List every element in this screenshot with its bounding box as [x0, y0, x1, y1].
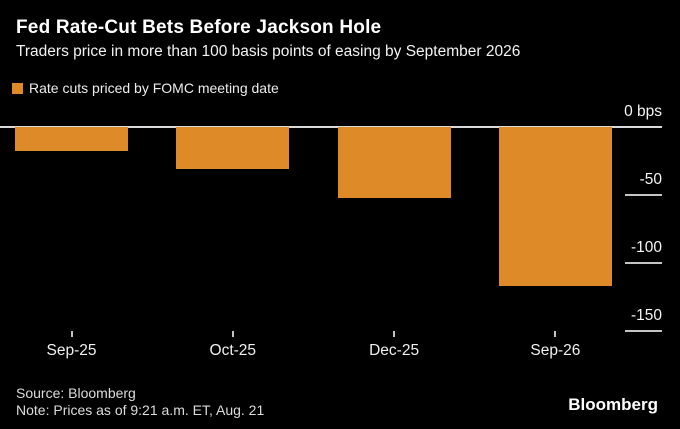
bar-oct-25 — [176, 127, 290, 169]
footer-source: Source: Bloomberg — [16, 385, 136, 401]
legend-label: Rate cuts priced by FOMC meeting date — [29, 80, 279, 96]
x-axis-tick — [70, 331, 73, 337]
x-axis-label-dec-25: Dec-25 — [369, 342, 420, 359]
y-axis-zero-line — [0, 126, 662, 128]
x-axis-tick — [393, 331, 396, 337]
x-axis-tick — [231, 331, 234, 337]
chart-title: Fed Rate-Cut Bets Before Jackson Hole — [16, 17, 382, 38]
y-axis-tick-label: -100 — [630, 239, 662, 256]
bloomberg-logo: Bloomberg — [568, 395, 658, 414]
bar-dec-25 — [337, 127, 451, 198]
footer-note: Note: Prices as of 9:21 a.m. ET, Aug. 21 — [16, 402, 265, 418]
y-axis-tick-line — [625, 194, 662, 196]
chart-subtitle: Traders price in more than 100 basis poi… — [16, 43, 521, 60]
x-axis-label-oct-25: Oct-25 — [209, 342, 257, 359]
bar-sep-25 — [15, 127, 128, 151]
y-axis-tick-line — [625, 330, 662, 332]
y-axis-tick-label: -50 — [639, 171, 662, 188]
bar-sep-26 — [498, 127, 612, 286]
y-axis-tick-line — [625, 262, 662, 264]
x-axis-label-sep-26: Sep-26 — [530, 342, 581, 359]
y-axis-tick-label: -150 — [630, 307, 662, 324]
legend-swatch-icon — [12, 83, 23, 94]
x-axis-label-sep-25: Sep-25 — [46, 342, 97, 359]
y-axis-tick-label: 0 bps — [624, 103, 662, 120]
x-axis-tick — [554, 331, 557, 337]
